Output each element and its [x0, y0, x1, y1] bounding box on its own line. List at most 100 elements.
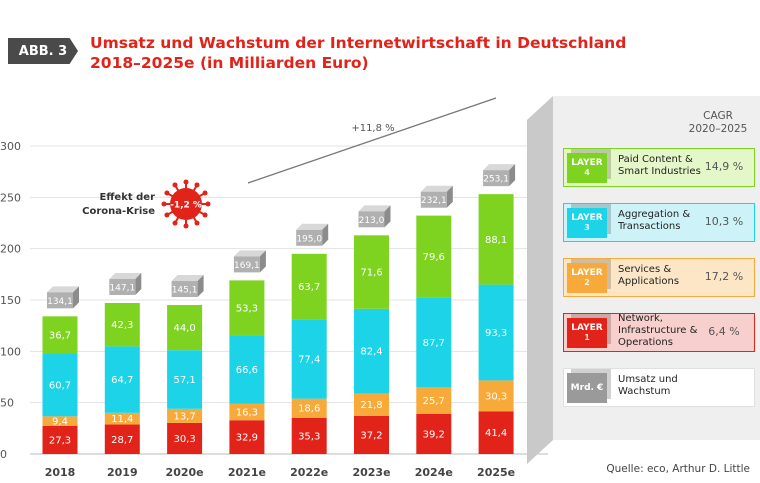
cagr-header-line-1: CAGR: [703, 110, 733, 122]
bar-segment: [104, 424, 140, 454]
bar-value-label: 25,7: [423, 396, 445, 407]
legend-panel-side: [527, 96, 553, 464]
corona-label-line-2: Corona-Krise: [82, 206, 155, 217]
bar-value-label: 36,7: [49, 331, 71, 342]
total-cube: 195,0: [296, 223, 329, 246]
cube-front: [109, 278, 136, 295]
bar-segment: [42, 354, 78, 417]
total-value-label: 232,1: [421, 196, 447, 206]
bar-segment: [416, 297, 452, 388]
bar-segment: [104, 346, 140, 413]
virus-spike-tip: [202, 212, 208, 218]
x-tick-label: 2022e: [290, 466, 328, 479]
virus-spike-tip: [172, 220, 178, 226]
cube-top: [358, 205, 391, 212]
virus-spike-tip: [194, 182, 200, 188]
legend-label-line: Aggregation &: [618, 209, 691, 220]
y-tick-label: 0: [0, 448, 7, 461]
cube-side: [197, 275, 204, 298]
cube-side: [259, 250, 266, 273]
cube-top: [233, 250, 266, 257]
bar-value-label: 57,1: [173, 375, 195, 386]
bar-value-label: 79,6: [423, 252, 445, 263]
bar-value-label: 30,3: [485, 391, 507, 402]
title-line-2: 2018–2025e (in Milliarden Euro): [90, 54, 369, 72]
chart-title: Umsatz und Wachstum der Internetwirtscha…: [90, 33, 626, 73]
legend-label-line: Paid Content &: [618, 154, 693, 165]
bar-segment: [42, 416, 78, 426]
bar-segment: [354, 393, 389, 416]
x-tick-label: 2020e: [166, 466, 204, 479]
bar-value-label: 44,0: [173, 323, 195, 334]
legend-label-line: Wachstum: [618, 386, 671, 397]
bar-segment: [104, 412, 140, 425]
layer-icon-text: LAYER: [571, 158, 603, 168]
bar-value-label: 64,7: [111, 375, 133, 386]
bar-segment: [229, 420, 265, 454]
layer-cube-icon: LAYER 3: [567, 208, 607, 238]
corona-value: -1,2 %: [170, 201, 202, 211]
legend-label-line: Network,: [618, 313, 663, 324]
cube-top: [171, 275, 204, 282]
bar-value-label: 11,4: [111, 414, 133, 425]
total-value-label: 253,1: [483, 175, 509, 185]
growth-label: +11,8 %: [351, 123, 394, 134]
bar-value-label: 27,3: [49, 435, 71, 446]
total-cube: 213,0: [358, 205, 391, 228]
bar-segment: [416, 413, 452, 454]
bar-value-label: 21,8: [360, 400, 382, 411]
cube-front: [420, 191, 447, 208]
y-tick-label: 100: [0, 345, 21, 358]
figure-badge: ABB. 3: [8, 38, 78, 64]
cube-top: [420, 185, 453, 192]
bar-segment: [167, 422, 203, 454]
total-value-label: 213,0: [359, 216, 385, 226]
virus-spike-tip: [183, 223, 189, 229]
virus-spike-tip: [194, 220, 200, 226]
bar-value-label: 30,3: [173, 434, 195, 445]
layer-cube-icon: LAYER 4: [567, 153, 607, 183]
bar-segment: [478, 284, 514, 381]
bar-value-label: 41,4: [485, 428, 507, 439]
legend-label: Aggregation & Transactions: [618, 209, 690, 233]
layer-icon-text: Mrd. €: [570, 383, 604, 393]
virus-spike-tip: [172, 182, 178, 188]
layer-icon-text: LAYER: [571, 268, 603, 278]
layer-icon-number: 4: [584, 168, 590, 177]
bar-segment: [478, 194, 514, 285]
total-cube: 253,1: [483, 164, 516, 187]
total-cube: 232,1: [420, 185, 453, 208]
layer-cube-icon: LAYER 1: [567, 318, 607, 348]
legend-label-line: Applications: [618, 276, 680, 287]
x-tick-label: 2024e: [415, 466, 453, 479]
legend-cagr-value: 17,2 %: [704, 270, 744, 283]
bar-value-label: 42,3: [111, 320, 133, 331]
bar-segment: [291, 398, 327, 418]
cube-top: [296, 223, 329, 230]
bar-value-label: 71,6: [360, 268, 382, 279]
title-line-1: Umsatz und Wachstum der Internetwirtscha…: [90, 34, 627, 52]
legend-label-line: Umsatz und: [618, 374, 678, 385]
layer-icon-number: 1: [584, 333, 590, 342]
legend-label: Umsatz und Wachstum: [618, 374, 678, 398]
total-cube: 147,1: [109, 272, 142, 295]
legend-label-line: Smart Industries: [618, 166, 701, 177]
bar-value-label: 35,3: [298, 431, 320, 442]
x-tick-label: 2021e: [228, 466, 266, 479]
bar-segment: [354, 308, 389, 394]
total-value-label: 169,1: [234, 261, 260, 271]
cube-front: [296, 229, 323, 246]
bar-segment: [354, 235, 389, 309]
cube-front: [483, 170, 510, 187]
virus-spike-tip: [164, 190, 170, 196]
bar-value-label: 82,4: [360, 347, 382, 358]
bar-value-label: 63,7: [298, 282, 320, 293]
virus-spike-tip: [164, 212, 170, 218]
legend-label: Services & Applications: [618, 264, 679, 288]
bar-value-label: 13,7: [173, 411, 195, 422]
bar-segment: [291, 319, 327, 399]
cube-front: [171, 281, 198, 298]
y-tick-label: 300: [0, 140, 21, 153]
y-tick-label: 50: [0, 397, 14, 410]
layer-icon-number: 2: [584, 278, 590, 287]
